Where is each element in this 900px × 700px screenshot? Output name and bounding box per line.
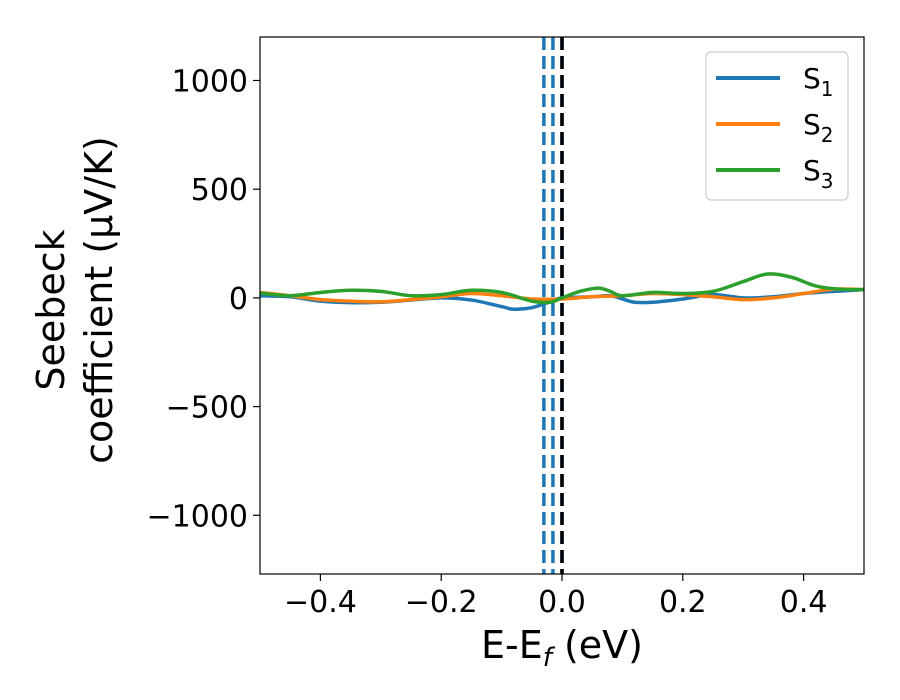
x-tick-label: 0.2 (659, 585, 707, 620)
legend: S1 S2 S3 (705, 51, 849, 201)
series-lines (260, 272, 864, 311)
x-tick-label: −0.4 (284, 585, 357, 620)
x-tick-label: 0.4 (780, 585, 828, 620)
series-line-s3 (260, 272, 864, 305)
y-tick-label: 1000 (172, 64, 248, 99)
y-tick-label: −500 (166, 391, 248, 426)
legend-label-s1: S1 (803, 62, 834, 101)
legend-label-s2: S2 (803, 108, 834, 147)
y-tick-label: 500 (191, 173, 248, 208)
legend-label-s3: S3 (803, 154, 834, 193)
x-axis-label: E-Ef (eV) (481, 623, 643, 673)
y-tick-label: 0 (229, 282, 248, 317)
y-tick-label: −1000 (147, 499, 248, 534)
y-axis-label-line2: coefficient (μV/K) (77, 136, 121, 464)
x-axis-ticks: −0.4 −0.2 0.0 0.2 0.4 (284, 574, 827, 620)
x-tick-label: 0.0 (538, 585, 586, 620)
vertical-reference-lines (542, 37, 564, 574)
x-tick-label: −0.2 (405, 585, 478, 620)
y-axis-label-line1: Seebeck (29, 229, 73, 390)
y-axis-ticks: −1000 −500 0 500 1000 (147, 64, 260, 534)
